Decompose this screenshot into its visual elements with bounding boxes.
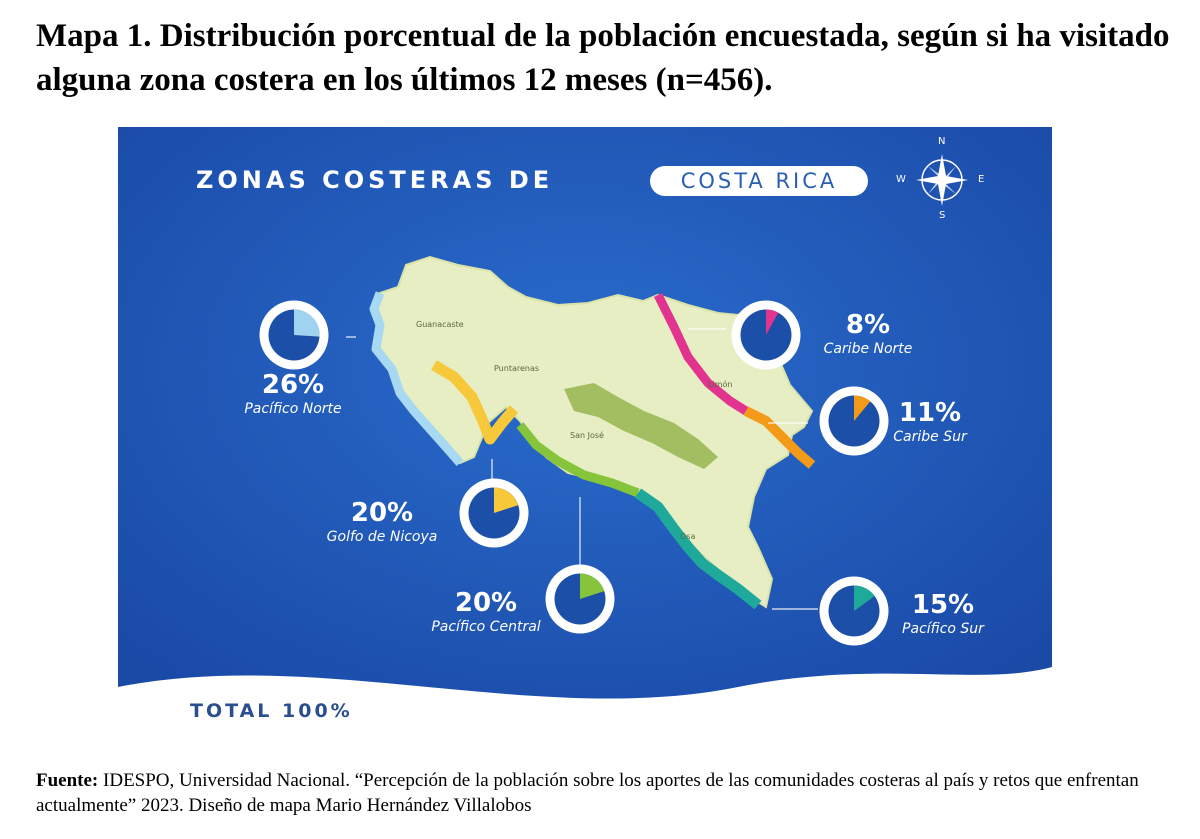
donut-slice — [854, 585, 875, 611]
donut-slice — [494, 487, 519, 513]
place-puntarenas: Puntarenas — [494, 364, 540, 373]
zone-name: Golfo de Nicoya — [326, 529, 438, 545]
zone-name: Caribe Sur — [893, 429, 967, 445]
zone-pct: 15% — [911, 590, 975, 620]
figure-title: Mapa 1. Distribución porcentual de la po… — [36, 18, 1170, 98]
donut-charts — [259, 300, 889, 646]
zone-label-caribe-norte: 8% Caribe Norte — [808, 310, 928, 358]
coast-caribe-sur — [743, 406, 816, 469]
compass-rose-icon: N S E W — [896, 134, 992, 224]
compass-north: N — [938, 136, 946, 147]
donut-slice — [580, 573, 605, 599]
zone-label-caribe-sur: 11% Caribe Sur — [880, 398, 980, 446]
donut-slice — [766, 309, 779, 335]
zone-name: Pacífico Sur — [902, 621, 984, 637]
donut-slice — [854, 395, 871, 421]
map-panel — [118, 127, 1052, 725]
coast-golfo-nicoya — [431, 360, 519, 445]
coast-caribe-norte — [653, 292, 749, 415]
zone-pct: 26% — [261, 370, 325, 400]
place-san-jose: San José — [570, 431, 604, 440]
compass-east: E — [978, 174, 985, 185]
bottom-wave — [118, 667, 1052, 725]
place-limon: Limón — [708, 380, 733, 389]
mountain-range — [564, 383, 718, 469]
donut-pacifico-norte — [259, 300, 329, 370]
donut-golfo-nicoya — [459, 478, 529, 548]
place-osa: Osa — [680, 532, 696, 541]
place-guanacaste: Guanacaste — [416, 320, 464, 329]
coast-pacifico-sur — [634, 488, 762, 610]
banner-country: COSTA RICA — [650, 166, 868, 196]
zone-label-pacifico-norte: 26% Pacífico Norte — [228, 370, 358, 418]
zone-name: Caribe Norte — [823, 341, 913, 357]
donut-caribe-norte — [731, 300, 801, 370]
zone-name: Pacífico Central — [431, 619, 541, 635]
coast-pacifico-norte — [369, 291, 464, 466]
zone-name: Pacífico Norte — [244, 401, 342, 417]
donut-pacifico-sur — [819, 576, 889, 646]
zone-pct: 11% — [898, 398, 962, 428]
zone-label-pacifico-central: 20% Pacífico Central — [416, 588, 556, 636]
source-label: Fuente: — [36, 770, 99, 791]
map-canvas — [118, 127, 1052, 725]
donut-slice — [294, 309, 320, 337]
zone-pct: 8% — [845, 310, 891, 340]
banner-title: ZONAS COSTERAS DE — [196, 166, 554, 194]
compass-west: W — [896, 174, 906, 185]
zone-pct: 20% — [350, 498, 414, 528]
zone-label-pacifico-sur: 15% Pacífico Sur — [888, 590, 998, 638]
donut-pacifico-central — [545, 564, 615, 634]
source-note: Fuente: IDESPO, Universidad Nacional. “P… — [36, 768, 1186, 818]
zone-label-golfo-nicoya: 20% Golfo de Nicoya — [312, 498, 452, 546]
total-label: TOTAL 100% — [190, 700, 353, 722]
donut-caribe-sur — [819, 386, 889, 456]
zone-pct: 20% — [454, 588, 518, 618]
coast-pacifico-central — [516, 422, 640, 498]
compass-south: S — [939, 210, 946, 221]
source-text: IDESPO, Universidad Nacional. “Percepció… — [36, 770, 1139, 816]
